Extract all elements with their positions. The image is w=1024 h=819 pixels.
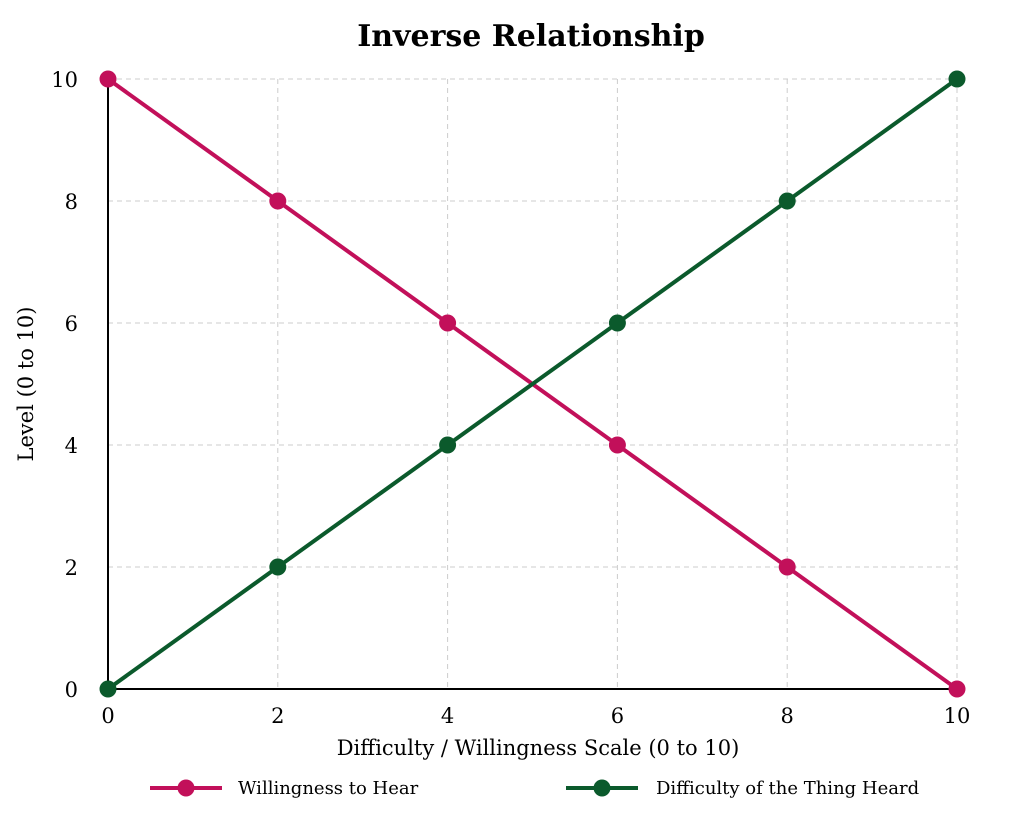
data-point xyxy=(269,192,287,210)
x-tick-label: 0 xyxy=(101,704,114,728)
data-point xyxy=(948,70,966,88)
y-tick-label: 2 xyxy=(65,556,78,580)
series-line xyxy=(106,77,959,691)
data-point xyxy=(99,680,117,698)
series-layer xyxy=(99,70,966,698)
y-tick-labels: 0 2 4 6 8 10 xyxy=(51,68,78,702)
data-point xyxy=(778,192,796,210)
y-tick-label: 8 xyxy=(65,190,78,214)
legend-label: Difficulty of the Thing Heard xyxy=(656,778,919,799)
data-point xyxy=(948,680,966,698)
data-point xyxy=(269,558,287,576)
y-tick-label: 10 xyxy=(51,68,78,92)
data-point xyxy=(778,558,796,576)
data-point xyxy=(439,436,457,454)
legend-marker xyxy=(593,779,611,797)
legend-item: Willingness to Hear xyxy=(150,778,419,799)
legend-marker xyxy=(177,779,195,797)
grid xyxy=(108,78,958,689)
series-2 xyxy=(99,70,966,698)
y-tick-label: 4 xyxy=(65,434,78,458)
data-point xyxy=(608,314,626,332)
x-axis-label: Difficulty / Willingness Scale (0 to 10) xyxy=(337,736,740,760)
data-point xyxy=(608,436,626,454)
legend-label: Willingness to Hear xyxy=(238,778,419,799)
y-axis-label: Level (0 to 10) xyxy=(14,307,38,462)
y-tick-label: 0 xyxy=(65,678,78,702)
x-tick-label: 2 xyxy=(271,704,284,728)
legend: Willingness to Hear Difficulty of the Thi… xyxy=(150,778,919,799)
data-point xyxy=(439,314,457,332)
x-tick-label: 6 xyxy=(611,704,624,728)
x-tick-label: 10 xyxy=(944,704,971,728)
x-tick-labels: 0 2 4 6 8 10 xyxy=(101,704,970,728)
x-tick-label: 4 xyxy=(441,704,454,728)
data-point xyxy=(99,70,117,88)
y-tick-label: 6 xyxy=(65,312,78,336)
x-tick-label: 8 xyxy=(781,704,794,728)
legend-item: Difficulty of the Thing Heard xyxy=(566,778,919,799)
chart-title: Inverse Relationship xyxy=(357,19,705,54)
